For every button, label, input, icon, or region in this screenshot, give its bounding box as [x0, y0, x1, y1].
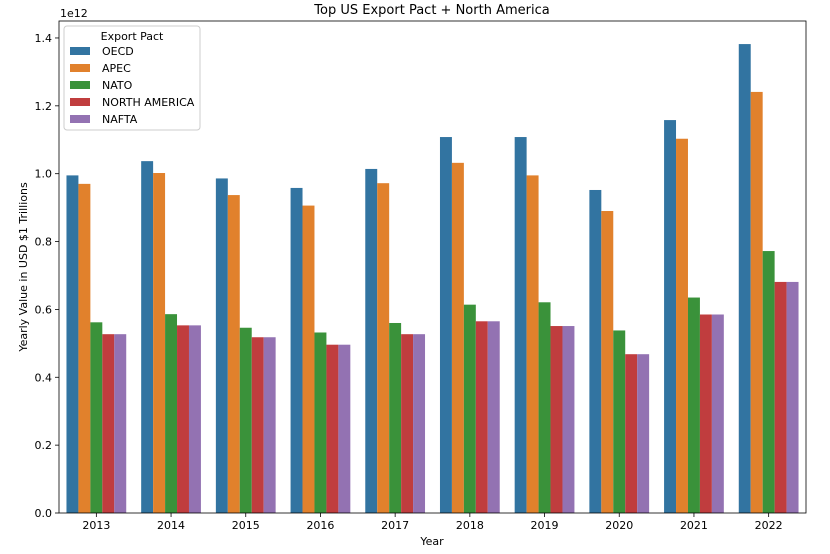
bar-apec-2022: [750, 91, 763, 514]
bar-north-america-2021: [699, 314, 712, 513]
bar-nato-2019: [538, 302, 551, 513]
chart-title: Top US Export Pact + North America: [313, 3, 549, 18]
bar-nato-2021: [687, 297, 700, 513]
bar-nato-2013: [90, 322, 103, 513]
bar-nato-2014: [165, 314, 178, 513]
bar-oecd-2016: [290, 187, 303, 513]
bar-north-america-2019: [550, 326, 563, 513]
bar-nafta-2014: [188, 325, 201, 513]
legend-swatch-oecd: [70, 47, 90, 55]
y-tick-label: 0.2: [35, 439, 53, 452]
bar-nato-2022: [762, 251, 775, 514]
bar-nafta-2022: [786, 281, 799, 513]
y-tick-label: 0.6: [35, 303, 53, 316]
y-tick-label: 1.2: [35, 100, 53, 113]
legend-box: [63, 25, 201, 131]
bar-north-america-2018: [475, 321, 488, 513]
bar-north-america-2013: [102, 334, 115, 513]
bar-oecd-2013: [66, 175, 79, 513]
x-tick-label: 2019: [531, 519, 559, 532]
bar-apec-2013: [78, 183, 91, 513]
bar-north-america-2017: [401, 334, 414, 513]
bar-north-america-2020: [625, 354, 638, 513]
y-tick-label: 0.0: [35, 507, 53, 520]
legend-swatch-north-america: [70, 98, 90, 106]
legend-label: NAFTA: [102, 113, 138, 126]
legend-label: APEC: [102, 62, 131, 75]
bar-nafta-2016: [338, 344, 351, 513]
bar-north-america-2016: [326, 344, 339, 513]
bar-north-america-2015: [251, 337, 264, 513]
x-tick-label: 2017: [381, 519, 409, 532]
bar-nafta-2019: [562, 326, 575, 513]
bar-north-america-2022: [774, 281, 787, 513]
legend-swatch-apec: [70, 64, 90, 72]
bar-nato-2020: [613, 330, 626, 513]
legend-title: Export Pact: [101, 30, 164, 43]
legend-label: NATO: [102, 79, 133, 92]
bar-oecd-2014: [141, 161, 154, 513]
x-tick-label: 2016: [306, 519, 334, 532]
x-axis-ticks: 2013 2014 2015 2016 2017 2018 2019 2020 2021 2022: [82, 513, 783, 532]
bar-oecd-2022: [738, 44, 751, 513]
bar-nafta-2020: [637, 354, 650, 513]
legend-swatch-nato: [70, 81, 90, 89]
bar-apec-2017: [377, 183, 390, 513]
y-tick-label: 0.4: [35, 371, 53, 384]
legend-label: OECD: [102, 45, 134, 58]
y-axis-label: Yearly Value in USD $1 Trillions: [17, 182, 30, 353]
bar-nafta-2018: [487, 321, 500, 513]
bar-north-america-2014: [177, 325, 189, 513]
bar-oecd-2017: [365, 168, 378, 513]
y-offset-label: 1e12: [60, 7, 88, 20]
bar-nato-2016: [314, 332, 327, 513]
x-tick-label: 2015: [232, 519, 260, 532]
legend-label: NORTH AMERICA: [102, 96, 195, 109]
bar-apec-2019: [526, 175, 539, 513]
plot-frame: [58, 20, 807, 514]
bar-oecd-2020: [589, 189, 602, 514]
bar-apec-2015: [227, 195, 240, 513]
x-tick-label: 2022: [755, 519, 783, 532]
bar-nafta-2015: [263, 337, 276, 513]
bar-nato-2018: [463, 304, 476, 513]
bar-apec-2014: [153, 173, 166, 513]
bar-nafta-2021: [711, 314, 724, 513]
bar-apec-2021: [676, 138, 688, 514]
bars-group: [66, 44, 799, 514]
bar-nato-2017: [389, 322, 402, 513]
bar-apec-2018: [451, 162, 464, 513]
legend: Export Pact OECD APEC NATO NORTH AMERICA NAF…: [63, 25, 201, 131]
bar-apec-2020: [601, 211, 614, 513]
bar-oecd-2015: [215, 178, 228, 513]
y-tick-label: 1.0: [35, 168, 53, 181]
bar-nato-2015: [239, 327, 252, 513]
x-tick-label: 2014: [157, 519, 185, 532]
x-tick-label: 2020: [605, 519, 633, 532]
bar-oecd-2019: [514, 137, 527, 514]
bar-nafta-2013: [114, 334, 127, 513]
legend-swatch-nafta: [70, 115, 90, 123]
bar-oecd-2021: [664, 120, 677, 513]
x-tick-label: 2013: [82, 519, 110, 532]
y-axis-ticks: 0.0 0.2 0.4 0.6 0.8 1.0 1.2 1.4: [35, 32, 59, 520]
bar-oecd-2018: [439, 137, 452, 514]
x-tick-label: 2021: [680, 519, 708, 532]
y-tick-label: 0.8: [35, 236, 53, 249]
x-tick-label: 2018: [456, 519, 484, 532]
bar-apec-2016: [302, 205, 315, 513]
bar-nafta-2017: [413, 334, 426, 513]
y-tick-label: 1.4: [35, 32, 53, 45]
x-axis-label: Year: [419, 535, 444, 548]
